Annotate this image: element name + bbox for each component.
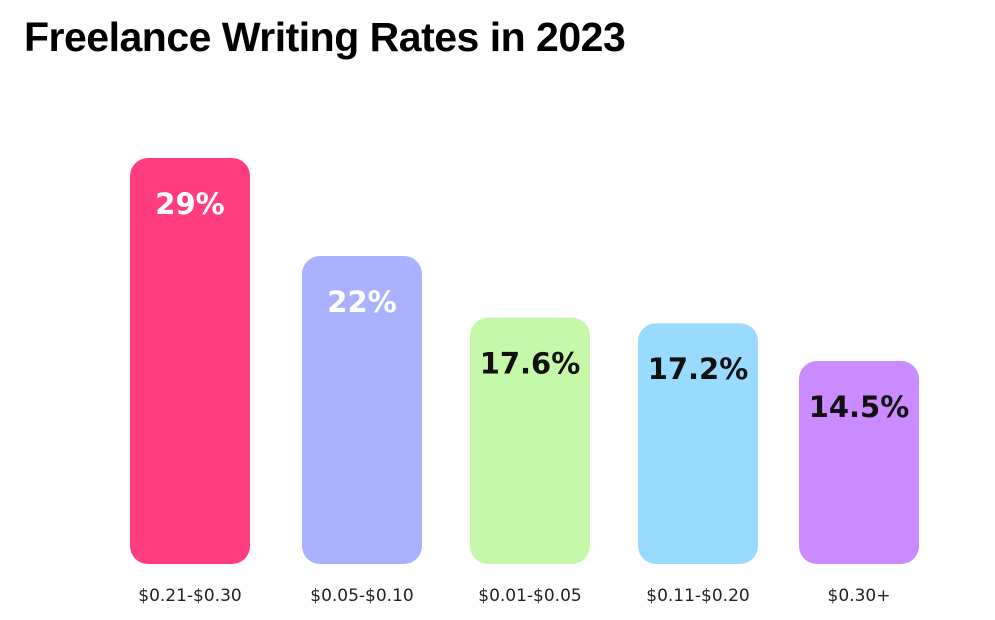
bars-group (130, 158, 919, 564)
bar-2 (470, 317, 590, 564)
bar-1 (302, 256, 422, 564)
bar-4 (799, 361, 919, 564)
x-tick-label-3: $0.11-$0.20 (646, 586, 749, 606)
x-tick-labels-group: $0.21-$0.30 $0.05-$0.10 $0.01-$0.05 $0.11-$… (138, 586, 890, 606)
x-tick-label-2: $0.01-$0.05 (478, 586, 581, 606)
bar-value-label-1: 22% (327, 285, 396, 319)
x-tick-label-4: $0.30+ (828, 586, 891, 606)
bar-3 (638, 323, 758, 564)
bar-value-label-2: 17.6% (480, 347, 581, 381)
bar-value-label-0: 29% (155, 187, 224, 221)
chart-title: Freelance Writing Rates in 2023 (24, 14, 626, 60)
bar-value-label-4: 14.5% (809, 390, 910, 424)
bar-0 (130, 158, 250, 564)
value-labels-group: 29% 22% 17.6% 17.2% 14.5% (155, 187, 909, 424)
x-tick-label-1: $0.05-$0.10 (310, 586, 413, 606)
x-tick-label-0: $0.21-$0.30 (138, 586, 241, 606)
bar-value-label-3: 17.2% (648, 352, 749, 386)
